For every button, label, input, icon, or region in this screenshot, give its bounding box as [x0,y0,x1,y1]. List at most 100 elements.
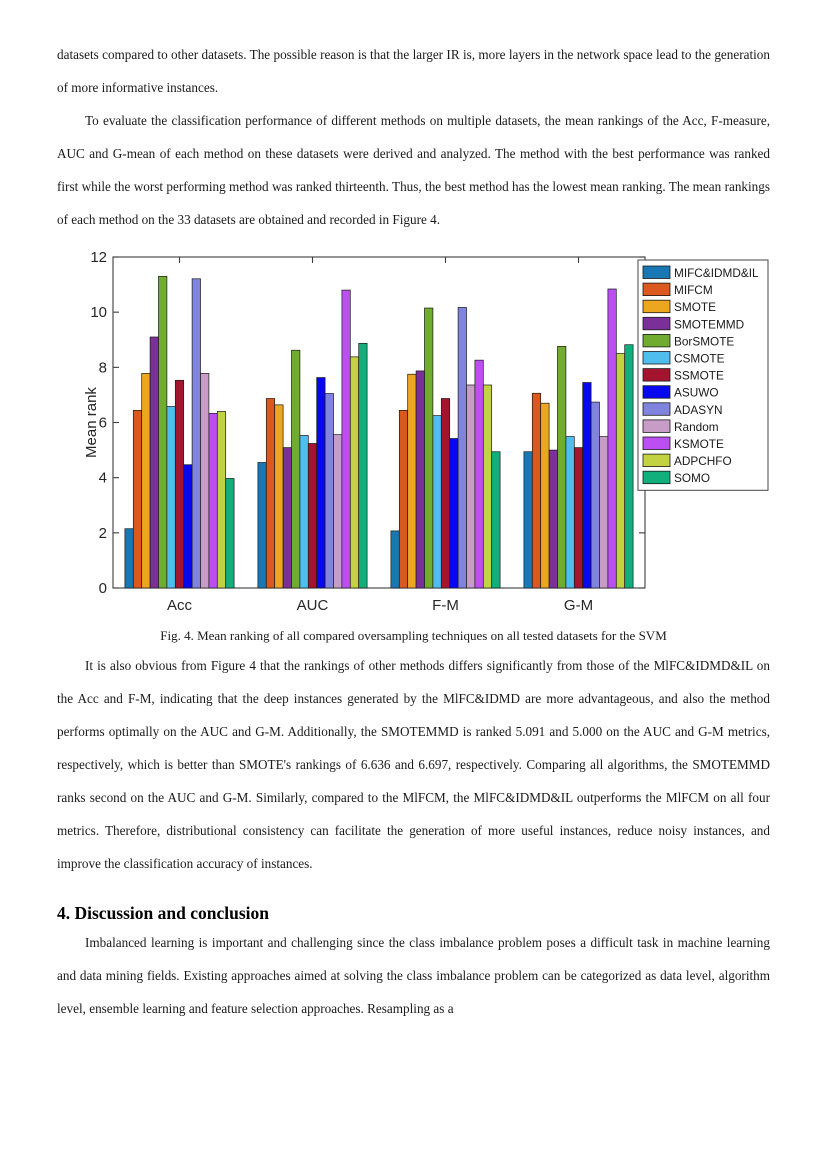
legend-label: CSMOTE [674,352,725,366]
figure-caption: Fig. 4. Mean ranking of all compared ove… [160,628,667,643]
x-axis-label: G-M [564,597,593,614]
bar-F-M-BorSMOTE [424,307,434,589]
bar-Acc-MIFC&IDMD&IL [124,528,134,589]
bar-AUC-BorSMOTE [291,349,301,589]
bar-Acc-SMOTEMMD [149,336,159,589]
bar-Acc-SMOTE [141,373,151,589]
figure-4: 0 2 4 6 8 10 12 Acc AUC F-M G-M Mean rank MIFC&IDMD&… [57,249,770,649]
paragraph-conclusion-intro: Imbalanced learning is important and cha… [57,935,770,1016]
legend-swatch-KSMOTE [642,436,671,450]
bar-AUC-MIFC&IDMD&IL [257,462,267,589]
bar-Acc-Random [200,373,210,589]
bar-Acc-ADASYN [191,278,201,589]
bar-Acc-SOMO [225,478,235,589]
section-heading: 4. Discussion and conclusion [57,903,270,923]
bar-F-M-SSMOTE [440,398,451,589]
legend-swatch-CSMOTE [642,351,671,365]
bar-F-M-SOMO [491,451,501,589]
legend-label: MIFC&IDMD&IL [674,266,759,280]
bar-AUC-SMOTEMMD [282,447,292,589]
legend-swatch-BorSMOTE [642,334,671,348]
bar-G-M-ADPCHFO [615,353,626,589]
legend-label: SOMO [674,471,710,485]
bar-G-M-MIFCM [531,392,542,589]
legend-label: SSMOTE [674,369,724,383]
bar-Acc-MIFCM [132,410,143,589]
x-axis-label: Acc [167,597,193,614]
legend-swatch-SMOTEMMD [642,316,671,331]
legend-swatch-SMOTE [642,299,671,314]
bar-F-M-Random [466,384,476,589]
legend-label: MIFCM [674,283,713,297]
legend-swatch-SOMO [642,470,671,485]
bar-G-M-BorSMOTE [557,346,567,589]
legend-label: BorSMOTE [674,334,734,348]
bar-AUC-Random [333,434,343,589]
legend-label: SMOTE [674,300,716,314]
bar-F-M-SMOTEMMD [415,370,425,589]
bar-F-M-CSMOTE [432,415,442,589]
paragraph-continuation: datasets compared to other datasets. The… [57,47,770,95]
legend-label: ASUWO [674,386,719,400]
legend-swatch-ASUWO [642,385,671,399]
bar-AUC-MIFCM [265,398,276,589]
legend-label: SMOTEMMD [674,317,744,331]
legend-label: ADASYN [674,403,723,417]
bar-AUC-CSMOTE [299,435,309,589]
legend-swatch-ADASYN [642,402,671,416]
y-axis-title: Mean rank [85,387,100,458]
x-axis-label: F-M [432,597,459,614]
y-axis-tick-label: 4 [99,470,107,487]
legend-swatch-MIFCM [642,282,671,296]
bar-G-M-SMOTE [540,402,550,589]
bar-Acc-CSMOTE [166,406,176,589]
paragraph-evaluation: To evaluate the classification performan… [57,113,770,227]
bar-F-M-SMOTE [407,373,417,589]
bar-G-M-SOMO [624,344,634,589]
x-axis-label: AUC [297,597,329,614]
bar-Acc-KSMOTE [208,413,218,589]
bar-G-M-ASUWO [582,382,592,589]
bar-F-M-KSMOTE [474,359,484,589]
bar-G-M-CSMOTE [565,436,575,589]
bar-G-M-Random [599,436,609,589]
y-axis-tick-label: 10 [90,304,107,321]
legend-swatch-SSMOTE [642,368,671,382]
y-axis-tick-label: 0 [99,580,107,597]
legend-swatch-MIFC&IDMD&IL [642,265,671,279]
bar-Acc-BorSMOTE [158,275,168,589]
bar-AUC-ASUWO [316,377,326,589]
bar-G-M-ADASYN [590,401,600,589]
y-axis-tick-label: 2 [99,525,107,542]
bar-F-M-ASUWO [449,438,459,589]
bar-F-M-MIFCM [398,410,409,589]
y-axis-tick-label: 6 [99,415,107,432]
legend-label: ADPCHFO [674,454,732,468]
bar-F-M-ADASYN [457,307,467,589]
bar-AUC-SSMOTE [307,443,318,589]
bar-AUC-SMOTE [274,404,284,589]
bar-AUC-ADPCHFO [349,356,360,589]
bar-G-M-KSMOTE [607,288,617,589]
legend-swatch-Random [642,419,671,433]
chart-svg: 0 2 4 6 8 10 12 Acc AUC F-M G-M Mean rank MIFC&IDMD&… [83,249,769,614]
bar-G-M-MIFC&IDMD&IL [523,451,533,589]
paragraph-discussion-of-figure: It is also obvious from Figure 4 that th… [57,658,770,871]
bar-G-M-SMOTEMMD [548,449,558,589]
legend-label: KSMOTE [674,437,724,451]
bar-AUC-SOMO [358,342,368,589]
legend-swatch-ADPCHFO [642,453,671,468]
bar-Acc-SSMOTE [174,379,185,589]
bar-F-M-ADPCHFO [482,384,493,589]
y-axis-tick-label: 8 [99,359,107,376]
legend-label: Random [674,420,719,434]
bar-F-M-MIFC&IDMD&IL [390,530,400,589]
bar-AUC-ADASYN [324,393,334,589]
mean-rank-bar-chart: 0 2 4 6 8 10 12 Acc AUC F-M G-M Mean rank MIFC&IDMD&… [83,249,775,625]
bar-Acc-ADPCHFO [216,411,227,589]
bar-G-M-SSMOTE [573,447,584,589]
bar-Acc-ASUWO [183,464,193,589]
bar-AUC-KSMOTE [341,289,351,589]
y-axis-tick-label: 12 [90,250,107,266]
